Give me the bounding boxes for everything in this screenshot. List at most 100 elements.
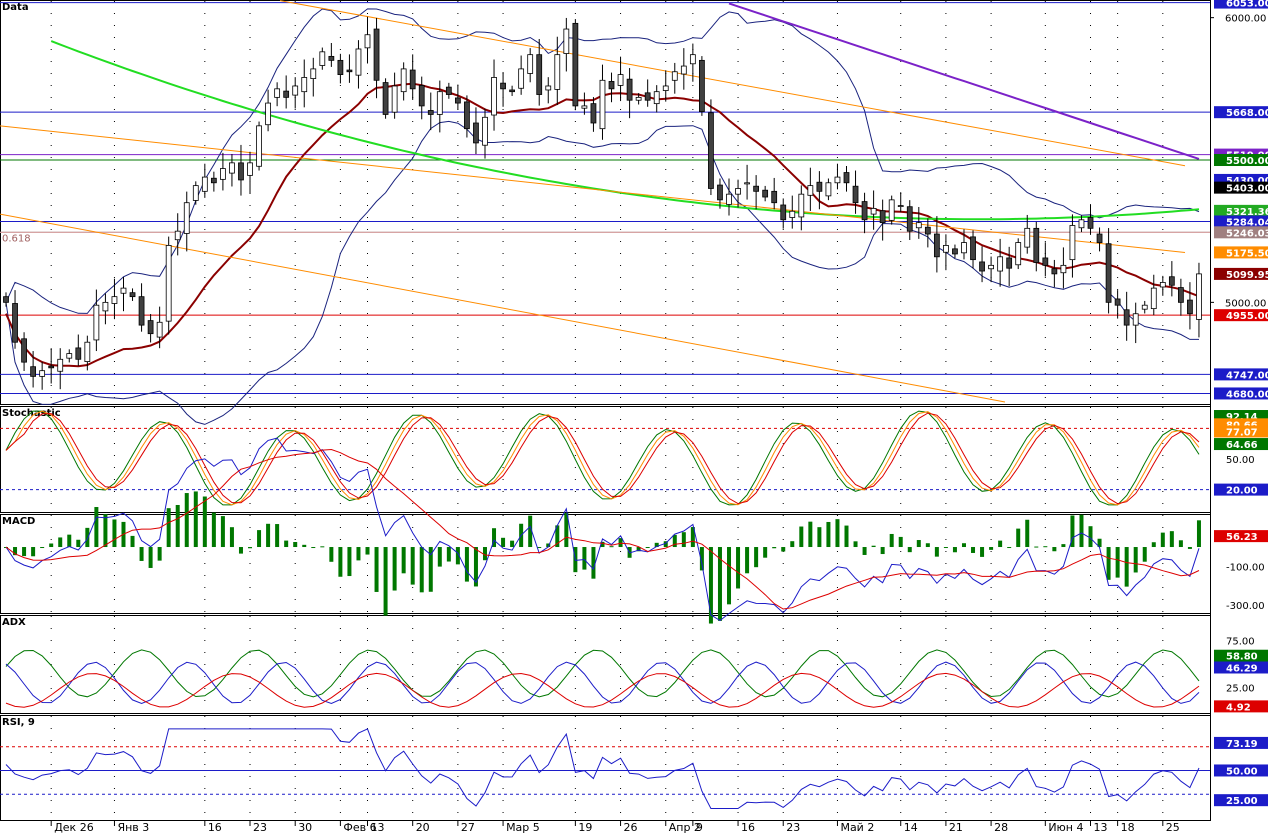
svg-text:64.66: 64.66: [1226, 440, 1258, 451]
macd-histogram-bar: [1142, 547, 1147, 562]
y-axis-label: 6000.00: [1225, 14, 1266, 25]
macd-histogram-bar: [76, 539, 81, 548]
macd-histogram-bar: [591, 547, 596, 579]
candle: [274, 82, 281, 107]
candle: [1123, 291, 1130, 341]
macd-histogram-bar: [428, 547, 433, 592]
macd-histogram-bar: [482, 547, 487, 561]
candle: [1132, 302, 1139, 344]
candle: [979, 246, 985, 283]
candle: [943, 234, 949, 271]
svg-text:4955.00: 4955.00: [1226, 311, 1268, 322]
macd-histogram-bar: [690, 527, 695, 548]
candle: [391, 72, 398, 119]
candle: [644, 79, 651, 107]
candle: [1178, 278, 1184, 316]
macd-histogram-bar: [374, 547, 379, 592]
candle: [147, 314, 154, 343]
candle: [1114, 290, 1121, 319]
macd-histogram-bar: [961, 543, 966, 548]
macd-histogram-bar: [871, 545, 876, 548]
candle: [12, 290, 18, 349]
macd-histogram-bar: [672, 534, 677, 548]
x-axis-label: 28: [994, 821, 1008, 834]
macd-histogram-bar: [1016, 528, 1021, 548]
macd-histogram-bar: [537, 547, 542, 549]
macd-histogram-bar: [365, 547, 370, 555]
panel-label-price: Data: [2, 2, 29, 13]
macd-histogram-bar: [347, 547, 352, 577]
candle: [798, 185, 805, 231]
x-axis-label: 18: [1121, 821, 1135, 834]
macd-histogram-bar: [1187, 547, 1192, 549]
candle: [1015, 238, 1022, 270]
candle: [75, 334, 82, 366]
candle: [3, 292, 9, 307]
candle: [608, 72, 615, 103]
price-level-tag: 6053.00: [1214, 0, 1268, 10]
macd-histogram-bar: [717, 547, 722, 621]
macd-histogram-bar: [157, 547, 162, 561]
candle: [897, 192, 904, 213]
macd-histogram-bar: [275, 524, 280, 548]
macd-histogram-bar: [989, 547, 994, 550]
candle: [762, 185, 769, 202]
candle: [536, 39, 543, 106]
moving-average-purple: [728, 2, 1200, 160]
macd-histogram-bar: [401, 547, 406, 574]
macd-histogram-bar: [1034, 546, 1039, 548]
candle: [454, 84, 461, 110]
macd-histogram-bar: [148, 547, 153, 568]
y-axis-label: 5000.00: [1225, 298, 1266, 309]
candle: [988, 256, 994, 283]
candle: [30, 351, 36, 388]
macd-histogram-bar: [609, 546, 614, 548]
macd-histogram-bar: [166, 508, 171, 548]
price-level-tag: 4680.00: [1214, 387, 1268, 400]
svg-text:5175.50: 5175.50: [1226, 248, 1268, 259]
candle: [726, 178, 732, 216]
indicator-value-tag: 64.66: [1214, 438, 1268, 451]
candle: [1168, 261, 1175, 297]
candle: [57, 348, 64, 390]
macd-histogram-bar: [681, 532, 686, 548]
macd-histogram-bar: [898, 536, 903, 548]
macd-histogram-bar: [311, 547, 316, 549]
indicator-value-tag: 56.23: [1214, 530, 1268, 543]
candle: [1159, 275, 1166, 296]
y-axis-label: -100.00: [1226, 562, 1265, 573]
x-axis-label: 26: [624, 821, 638, 834]
candle: [1141, 300, 1148, 314]
macd-histogram-bar: [1169, 531, 1174, 548]
x-axis-label: 19: [578, 821, 592, 834]
candle: [319, 47, 326, 70]
macd-histogram-bar: [293, 541, 298, 548]
channel-top: [279, 0, 1186, 167]
macd-histogram-bar: [257, 530, 262, 548]
svg-text:73.19: 73.19: [1226, 739, 1258, 750]
price-level-tag: 5175.50: [1214, 246, 1268, 259]
candle: [635, 93, 642, 105]
macd-histogram-bar: [103, 514, 108, 548]
macd-histogram-bar: [1025, 519, 1030, 548]
candle: [48, 348, 55, 384]
candle: [545, 77, 552, 104]
candle: [1024, 214, 1031, 254]
candle: [400, 62, 407, 101]
macd-histogram-bar: [528, 515, 533, 548]
y-axis-label: 75.00: [1226, 637, 1255, 648]
candle: [102, 293, 109, 325]
macd-histogram-bar: [853, 541, 858, 548]
price-level-tag: 5246.03: [1214, 226, 1268, 239]
svg-text:5321.36: 5321.36: [1226, 207, 1268, 218]
macd-histogram-bar: [1061, 544, 1066, 548]
candle: [346, 54, 353, 83]
channel-upper: [0, 125, 1186, 254]
moving-average-green: [50, 40, 1200, 221]
macd-histogram-bar: [473, 547, 478, 587]
svg-text:Stochastic: Stochastic: [2, 408, 61, 419]
adx-line: [5, 661, 1200, 705]
candle: [464, 95, 470, 138]
macd-histogram-bar: [934, 547, 939, 557]
